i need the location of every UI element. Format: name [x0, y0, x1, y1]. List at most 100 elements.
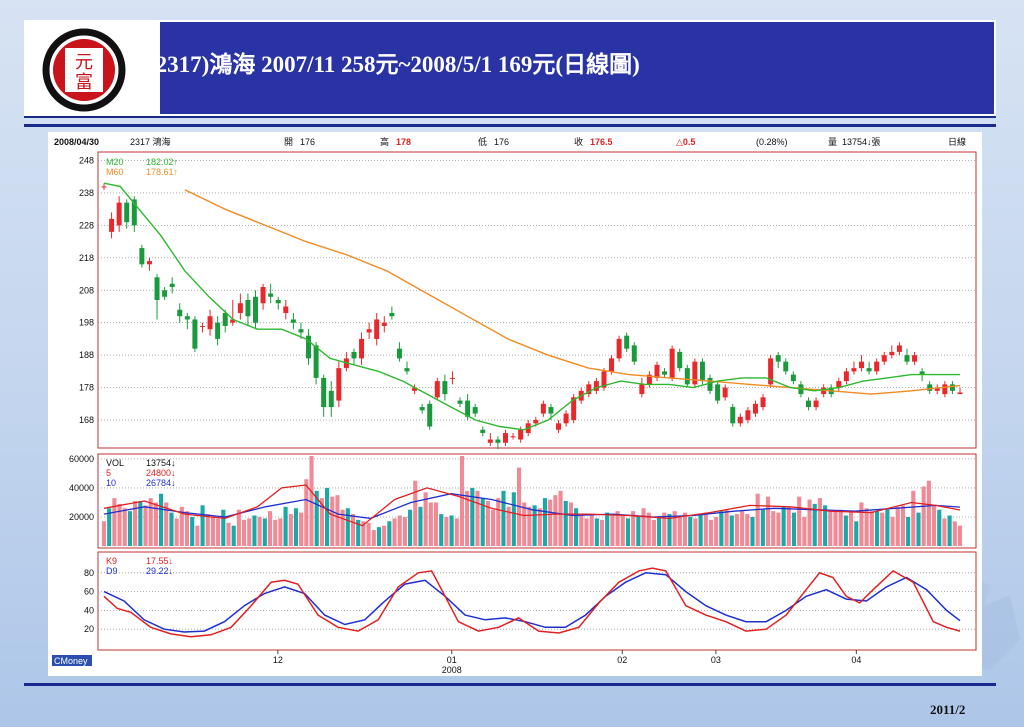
candle-body: [949, 384, 955, 391]
volume-bar: [594, 518, 599, 546]
candle-body: [859, 361, 865, 369]
price-legend-name: M20: [106, 157, 124, 167]
volume-bar: [101, 521, 107, 546]
header-close: 176.5: [590, 137, 613, 147]
x-tick-label: 01: [447, 655, 457, 665]
source-label: CMoney: [54, 656, 88, 666]
volume-bar: [190, 516, 195, 546]
volume-bar: [408, 509, 413, 546]
volume-bar: [148, 498, 153, 546]
k-line: [103, 567, 961, 638]
candle-body: [495, 439, 501, 443]
header-open: 176: [300, 137, 315, 147]
candle-body: [616, 338, 622, 359]
volume-bar: [465, 490, 470, 546]
price-tick-label: 198: [79, 318, 94, 328]
volume-bar: [423, 492, 428, 546]
volume-bar: [838, 509, 843, 546]
volume-bar: [703, 512, 708, 546]
volume-bar: [682, 512, 688, 546]
candle-body: [215, 322, 221, 339]
candle-body: [836, 381, 842, 388]
ma20-line: [103, 182, 960, 431]
candle-body: [169, 283, 175, 288]
volume-bar: [309, 456, 314, 546]
candle-body: [245, 300, 251, 317]
volume-bar: [890, 516, 895, 546]
volume-bar: [745, 514, 750, 546]
header-close-label: 收: [574, 136, 583, 147]
d-line: [103, 572, 961, 633]
candle-body: [313, 345, 319, 378]
price-tick-label: 178: [79, 383, 94, 393]
candle-body: [699, 361, 705, 382]
candle-body: [851, 368, 857, 372]
bottom-rule: [24, 683, 996, 686]
candle-body: [646, 374, 652, 385]
volume-bar: [636, 515, 641, 546]
candle-body: [336, 368, 342, 401]
volume-bar: [672, 511, 677, 546]
volume-bar: [895, 506, 900, 546]
kd-legend-name: K9: [106, 556, 117, 566]
volume-bar: [615, 511, 620, 546]
candle-body: [662, 371, 668, 375]
candle-body: [760, 397, 766, 408]
candle-body: [237, 303, 243, 313]
candle-body: [502, 433, 508, 443]
volume-bar: [631, 511, 636, 546]
volume-bar: [781, 506, 786, 546]
volume-bar: [651, 519, 656, 546]
candle-body: [396, 348, 402, 359]
candle-body: [177, 309, 183, 317]
volume-bar: [117, 503, 122, 546]
volume-bar: [599, 519, 605, 546]
candle-body: [518, 429, 524, 440]
candle-body: [942, 384, 948, 395]
candle-body: [306, 335, 312, 359]
volume-bar: [734, 514, 739, 546]
candle-body: [881, 355, 887, 362]
candle-body: [707, 377, 713, 391]
candle-body: [904, 355, 910, 362]
volume-bar: [496, 498, 501, 546]
title-banner: 元 富: [24, 20, 996, 118]
volume-bar: [859, 502, 864, 546]
volume-bar: [252, 515, 257, 546]
title-bar: [160, 22, 994, 114]
candle-body: [843, 371, 849, 382]
kd-pane: [97, 551, 977, 651]
volume-bar: [361, 521, 366, 546]
candle-body: [268, 293, 274, 297]
volume-bar: [247, 518, 252, 546]
volume-bar: [335, 495, 340, 546]
price-tick-label: 228: [79, 220, 94, 230]
candle-body: [866, 368, 872, 372]
candle-body: [730, 407, 736, 424]
header-date: 2008/04/30: [54, 137, 99, 147]
volume-bar: [921, 486, 926, 546]
volume-bar: [833, 511, 838, 546]
volume-bar: [122, 508, 127, 546]
header-volume-label: 量: [828, 137, 837, 147]
volume-bar: [864, 508, 869, 546]
volume-bar: [325, 487, 330, 546]
volume-bar: [195, 525, 200, 546]
volume-bar: [776, 512, 781, 546]
page-title: (2317)鴻海 2007/11 258元~2008/5/1 169元(日線圖): [148, 52, 640, 77]
volume-bar: [340, 509, 345, 546]
volume-bar: [304, 479, 309, 546]
candle-body: [919, 371, 925, 375]
volume-bar: [350, 514, 356, 546]
volume-bar: [817, 498, 822, 546]
candle-body: [419, 407, 425, 411]
candle-body: [131, 199, 137, 226]
volume-bar: [475, 490, 480, 546]
volume-bar: [947, 515, 952, 546]
volume-bar: [843, 515, 848, 546]
candle-body: [162, 290, 168, 297]
volume-bar: [542, 498, 548, 546]
price-tick-label: 248: [79, 155, 94, 165]
volume-bar: [392, 518, 397, 546]
volume-ma10-line: [103, 493, 961, 520]
